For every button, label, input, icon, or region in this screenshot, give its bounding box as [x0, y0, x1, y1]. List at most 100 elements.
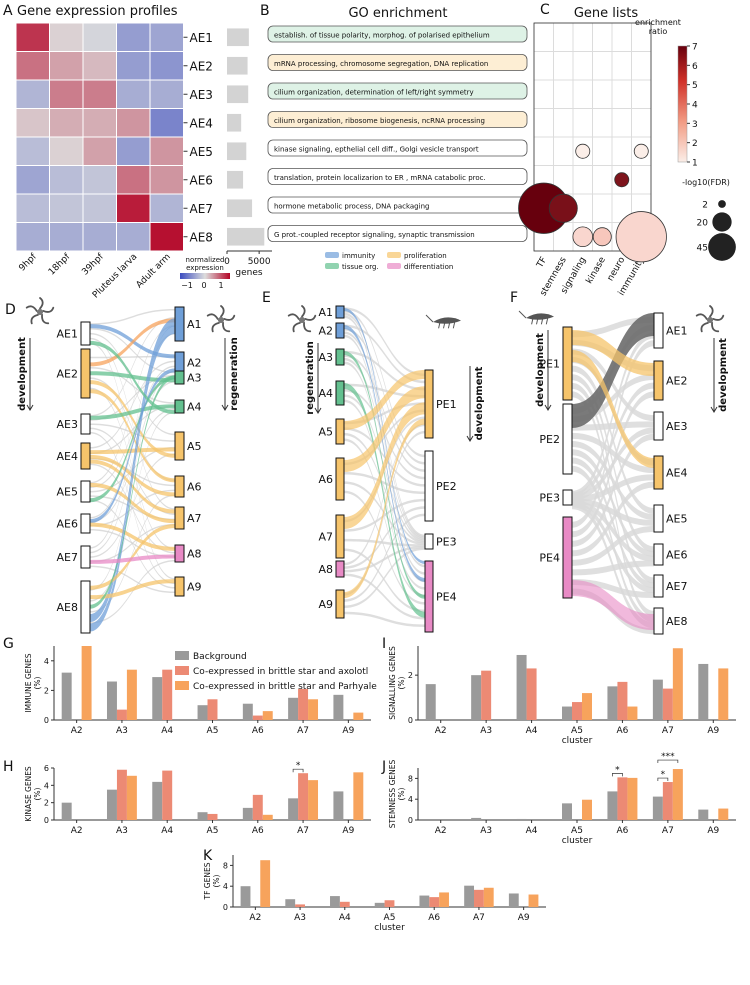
heatmap-cell — [15, 51, 50, 81]
bar — [260, 860, 271, 907]
flow-ribbon-background — [344, 423, 425, 566]
heatmap-cell — [116, 108, 151, 138]
heatmap-cell — [15, 79, 50, 109]
y-tick-label: 0 — [408, 716, 413, 725]
flow-ribbon — [90, 482, 175, 524]
x-tick-label: A6 — [616, 726, 628, 736]
heatmap-cell — [49, 108, 84, 138]
heatmap-cell — [149, 22, 184, 52]
flow-ribbon-background — [344, 315, 425, 568]
sankey-node-left — [335, 418, 345, 445]
x-tick-label: A5 — [207, 726, 219, 736]
sankey-node-right-label: AE5 — [666, 513, 687, 526]
flow-ribbon-background — [344, 611, 425, 628]
shrimp-antenna — [425, 314, 434, 323]
stage-label: 9hpf — [17, 251, 39, 273]
sankey-node-left — [562, 489, 573, 506]
flow-ribbon-background — [90, 560, 175, 624]
parhyale-icon — [518, 310, 554, 325]
x-tick-label: A4 — [339, 913, 351, 923]
bar — [152, 781, 163, 820]
enrichment-dot — [572, 226, 594, 248]
flow-ribbon-background — [90, 337, 175, 510]
sankey-node-right-label: AE6 — [666, 549, 687, 562]
heatmap-cell — [49, 79, 84, 109]
heatmap-cell — [49, 222, 84, 252]
sankey-node-right — [653, 607, 664, 635]
flow-ribbon-background — [572, 441, 654, 520]
category-label: TF — [535, 256, 550, 271]
shrimp-antenna — [518, 310, 527, 319]
star-arm — [30, 313, 39, 325]
sankey-node-right — [174, 431, 185, 461]
colorbar-tick: 6 — [692, 62, 698, 72]
sankey-node-left-label: AE6 — [57, 518, 78, 531]
go-term-box — [267, 111, 528, 128]
shrimp-leg — [438, 321, 441, 329]
size-legend-dot — [718, 200, 726, 208]
sankey-node-right — [653, 411, 664, 441]
bar — [116, 709, 127, 720]
sankey-node-left — [80, 580, 91, 634]
brittle-star-icon — [206, 305, 236, 333]
bar — [627, 706, 638, 720]
bar — [581, 799, 592, 820]
bar — [333, 694, 344, 720]
go-term-text: kinase signaling, epthelial cell diff., … — [274, 146, 479, 154]
significance-label: * — [661, 770, 666, 780]
y-tick-label: 8 — [223, 861, 228, 870]
bar — [429, 897, 440, 907]
axis-regeneration-label: regeneration — [229, 337, 240, 410]
cluster-label: AE3 — [190, 88, 213, 102]
shrimp-leg — [536, 317, 539, 325]
bar — [662, 782, 673, 820]
heatmap-cell — [149, 165, 184, 195]
heatmap-cell — [15, 136, 50, 166]
flow-ribbon-background — [344, 350, 425, 391]
sankey-node-right-label: PE2 — [436, 480, 457, 493]
panel-letter: K — [203, 848, 213, 864]
x-tick-label: A9 — [707, 726, 719, 736]
flow-ribbon-background — [344, 307, 425, 377]
axis-regeneration-label: regeneration — [305, 341, 316, 414]
bar — [652, 796, 663, 820]
sankey-node-right-label: A9 — [187, 581, 202, 594]
bar — [106, 789, 117, 820]
sankey-node-right-label: A7 — [187, 512, 202, 525]
bar — [197, 705, 208, 720]
bar — [126, 669, 137, 720]
x-tick-label: A3 — [480, 726, 492, 736]
sankey-node-right — [174, 351, 185, 374]
sankey-node-left — [335, 348, 345, 366]
flow-ribbon-background — [90, 489, 175, 527]
bar — [474, 889, 484, 907]
sankey-node-left-label: AE5 — [57, 486, 78, 499]
sankey-node-left-label: PE2 — [539, 433, 560, 446]
go-term-box — [267, 82, 528, 100]
heatmap-cell — [15, 165, 50, 195]
panel-letter: I — [382, 636, 386, 652]
bar — [374, 902, 385, 907]
bar — [162, 770, 173, 820]
heatmap-cell — [116, 193, 151, 223]
shrimp-leg — [452, 321, 456, 329]
y-tick-label: 0 — [44, 816, 49, 825]
heatmap-cell — [82, 108, 117, 138]
sankey-node-right-label: AE2 — [666, 375, 687, 388]
bar — [562, 706, 573, 720]
sankey-node-right — [174, 306, 185, 342]
axis-development-head — [26, 404, 34, 411]
go-term-text: G prot.-coupled receptor signaling, syna… — [274, 231, 475, 239]
sankey-node-left-label: A3 — [318, 351, 333, 364]
bar — [308, 780, 319, 820]
panel-b-go-enrichment: B GO enrichment establish. of tissue polar… — [260, 3, 528, 271]
sankey-node-left-label: A1 — [318, 306, 333, 319]
flow-ribbon-background — [90, 365, 175, 519]
heatmap-cell — [49, 136, 84, 166]
star-arm — [709, 305, 714, 318]
y-tick-label: 2 — [44, 686, 49, 695]
stage-label: 39hpf — [80, 251, 106, 277]
flow-ribbon — [90, 579, 175, 600]
bar — [718, 668, 729, 720]
